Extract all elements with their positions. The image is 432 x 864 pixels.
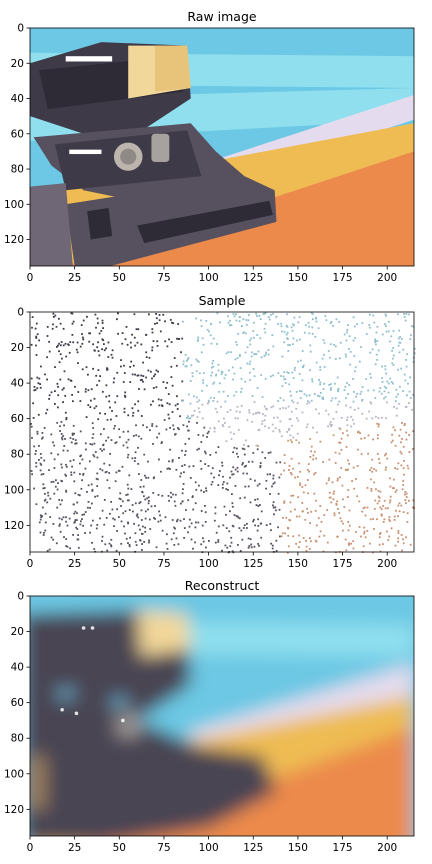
reconstructed-image: [30, 596, 414, 836]
panel-title: Reconstruct: [185, 578, 260, 593]
y-tick-label: 100: [4, 768, 24, 780]
y-tick-label: 0: [17, 591, 24, 603]
x-tick-label: 0: [27, 272, 34, 284]
y-tick-label: 0: [17, 23, 24, 35]
x-tick-label: 200: [377, 272, 397, 284]
x-tick-label: 50: [113, 558, 126, 570]
y-tick-label: 60: [11, 697, 24, 709]
y-tick-label: 0: [17, 307, 24, 319]
camera-shape: [30, 42, 277, 266]
x-tick-label: 25: [68, 842, 81, 854]
x-tick-label: 0: [27, 842, 34, 854]
x-tick-label: 50: [113, 842, 126, 854]
y-tick-label: 60: [11, 128, 24, 140]
x-tick-label: 175: [333, 842, 353, 854]
reconstruct-panel: Reconstruct 0 25 50 75 100 125 15: [4, 578, 415, 854]
y-tick-label: 20: [11, 342, 24, 354]
raw-image: [30, 28, 414, 266]
y-tick-label: 120: [4, 520, 24, 532]
x-tick-label: 175: [333, 558, 353, 570]
x-tick-label: 125: [243, 842, 263, 854]
x-tick-label: 175: [333, 272, 353, 284]
y-tick-label: 120: [4, 234, 24, 246]
x-tick-label: 100: [199, 558, 219, 570]
y-tick-label: 40: [11, 93, 24, 105]
x-tick-label: 150: [288, 272, 308, 284]
y-tick-label: 80: [11, 164, 24, 176]
x-tick-label: 50: [113, 272, 126, 284]
x-tick-label: 150: [288, 558, 308, 570]
raw-image-panel: Raw image: [4, 9, 415, 284]
y-tick-label: 100: [4, 484, 24, 496]
x-tick-label: 75: [157, 558, 170, 570]
panel-title: Sample: [199, 293, 246, 308]
y-tick-label: 20: [11, 58, 24, 70]
x-tick-label: 125: [243, 272, 263, 284]
y-tick-label: 60: [11, 413, 24, 425]
x-tick-label: 0: [27, 558, 34, 570]
y-tick-label: 80: [11, 449, 24, 461]
y-tick-label: 40: [11, 662, 24, 674]
x-tick-label: 75: [157, 272, 170, 284]
sampled-pixels: [30, 312, 416, 554]
sample-panel: Sample 0 25 50 75 100 125 150 175 200 0 20 40 60 80 10…: [4, 293, 416, 570]
x-tick-label: 200: [377, 842, 397, 854]
x-tick-label: 150: [288, 842, 308, 854]
x-tick-label: 25: [68, 272, 81, 284]
x-tick-label: 200: [377, 558, 397, 570]
y-tick-label: 120: [4, 804, 24, 816]
x-tick-label: 75: [157, 842, 170, 854]
x-tick-label: 125: [243, 558, 263, 570]
x-tick-label: 100: [199, 842, 219, 854]
y-tick-label: 20: [11, 626, 24, 638]
y-tick-label: 40: [11, 378, 24, 390]
y-tick-label: 80: [11, 733, 24, 745]
y-tick-label: 100: [4, 199, 24, 211]
x-tick-label: 25: [68, 558, 81, 570]
panel-title: Raw image: [187, 9, 257, 24]
x-tick-label: 100: [199, 272, 219, 284]
